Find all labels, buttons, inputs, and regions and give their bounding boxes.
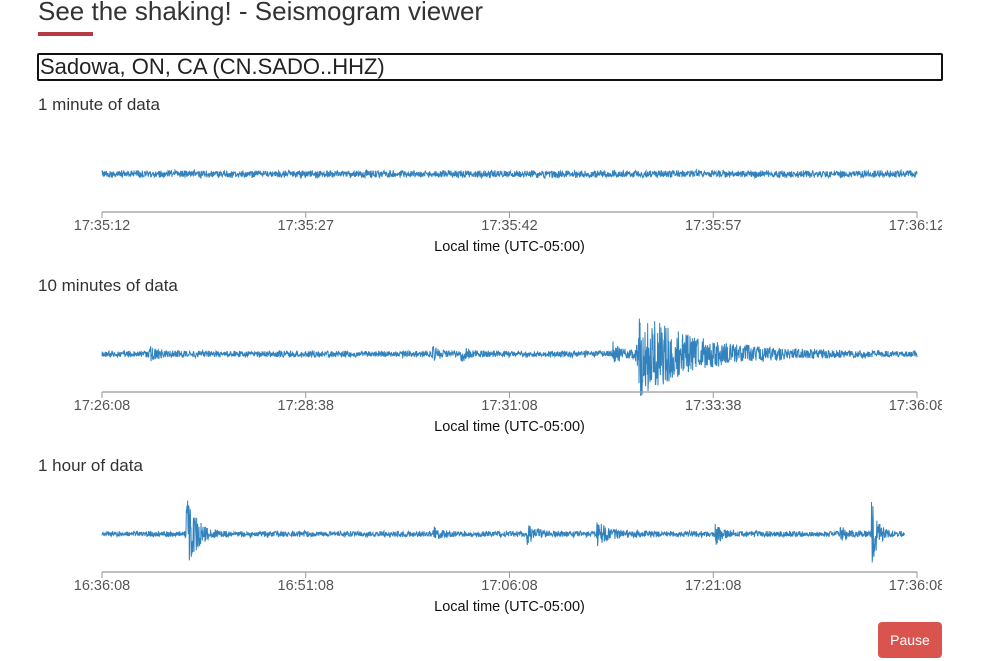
x-tick-label: 17:21:08 xyxy=(685,578,741,594)
page-title: See the shaking! - Seismogram viewer xyxy=(38,0,484,26)
chart-2-title: 10 minutes of data xyxy=(38,276,178,295)
x-axis-label: Local time (UTC-05:00) xyxy=(434,239,585,255)
x-axis-label: Local time (UTC-05:00) xyxy=(434,419,585,435)
x-tick-label: 17:31:08 xyxy=(481,398,537,414)
x-tick-label: 16:51:08 xyxy=(278,578,334,594)
x-tick-label: 17:26:08 xyxy=(74,398,130,414)
seismogram-10-minutes: 17:26:08 17:28:38 17:31:08 17:33:38 17:36:08… xyxy=(74,318,942,435)
waveform-trace xyxy=(101,318,918,396)
x-tick-label: 17:06:08 xyxy=(481,578,537,594)
title-underline xyxy=(38,32,93,36)
chart-3-title: 1 hour of data xyxy=(38,456,143,475)
station-select[interactable]: Sadowa, ON, CA (CN.SADO..HHZ) xyxy=(37,53,943,81)
x-tick-label: 17:35:57 xyxy=(685,218,741,234)
waveform-trace xyxy=(101,500,906,563)
x-tick-label: 17:36:08 xyxy=(889,398,942,414)
x-tick-label: 17:36:12 xyxy=(889,218,942,234)
chart-1-title: 1 minute of data xyxy=(38,95,160,114)
x-tick-label: 17:36:08 xyxy=(889,578,942,594)
x-axis-label: Local time (UTC-05:00) xyxy=(434,599,585,615)
waveform-trace xyxy=(101,168,918,180)
x-tick-label: 17:35:27 xyxy=(278,218,334,234)
x-tick-label: 16:36:08 xyxy=(74,578,130,594)
x-tick-label: 17:35:42 xyxy=(481,218,537,234)
seismogram-1-minute: 17:35:12 17:35:27 17:35:42 17:35:57 17:36:12… xyxy=(74,168,942,255)
pause-button[interactable]: Pause xyxy=(878,622,942,658)
seismogram-1-hour: 16:36:08 16:51:08 17:06:08 17:21:08 17:36:08… xyxy=(74,500,942,615)
x-tick-label: 17:33:38 xyxy=(685,398,741,414)
x-tick-label: 17:28:38 xyxy=(278,398,334,414)
x-tick-label: 17:35:12 xyxy=(74,218,130,234)
